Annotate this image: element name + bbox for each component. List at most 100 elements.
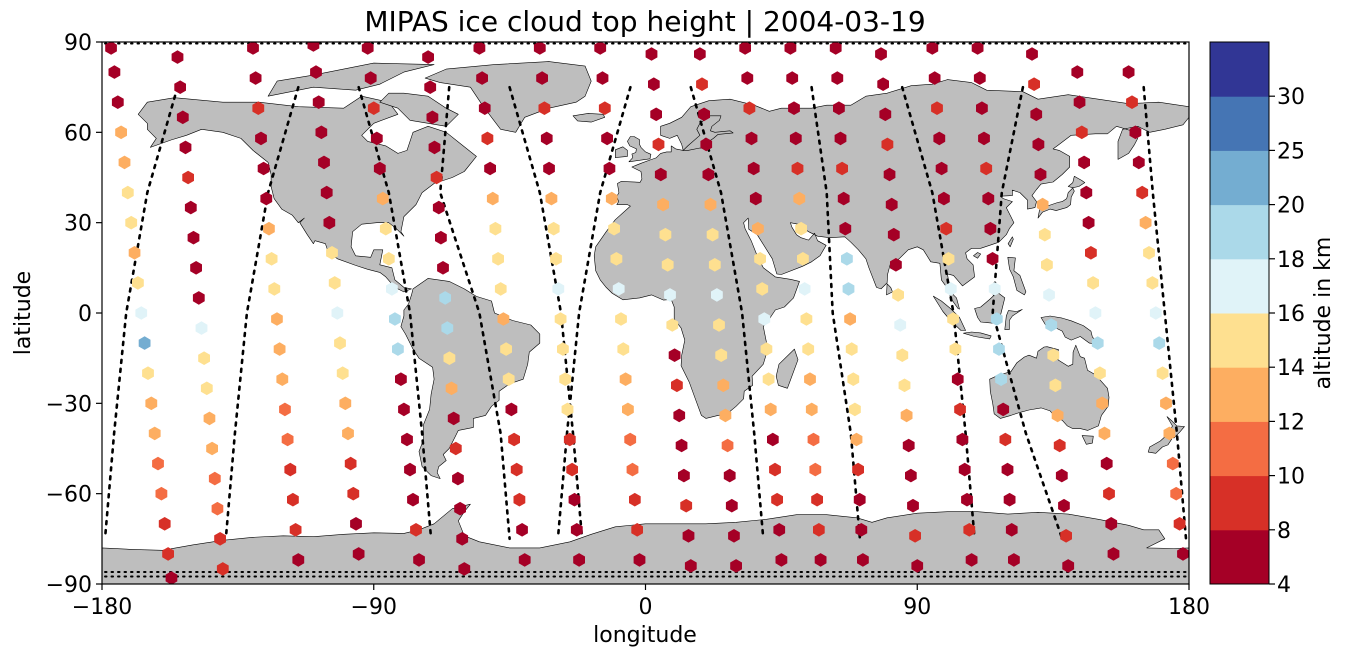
cloud-point (142, 366, 154, 380)
cloud-point (184, 200, 197, 215)
cloud-point (1036, 197, 1049, 212)
cloud-point (516, 523, 528, 537)
cloud-point (439, 291, 451, 305)
cloud-point (850, 432, 863, 447)
orbit-tracks (103, 42, 1188, 578)
cloud-point (624, 432, 637, 447)
cloud-point (926, 42, 939, 55)
cloud-point (654, 167, 667, 182)
cloud-point (875, 47, 887, 61)
java (963, 331, 992, 340)
cloud-point (176, 110, 189, 125)
cloud-point (836, 161, 848, 176)
cloud-point (395, 372, 407, 386)
cloud-point (1062, 559, 1075, 573)
cloud-point (203, 411, 216, 426)
cloud-point (842, 282, 855, 296)
cloud-point (268, 282, 281, 296)
cloud-point (263, 221, 275, 236)
cloud-point (1026, 47, 1038, 61)
cloud-point (971, 42, 984, 55)
chart-title: MIPAS ice cloud top height | 2004-03-19 (364, 5, 925, 38)
world-map (102, 42, 1189, 584)
cloud-point (559, 372, 572, 386)
cloud-point (730, 559, 742, 573)
cloud-point (1132, 155, 1145, 170)
cloud-point (376, 191, 389, 206)
cloud-point (961, 492, 973, 507)
orbit-track (357, 85, 433, 541)
cloud-point (645, 47, 658, 61)
cloud-point (1051, 408, 1064, 423)
cloud-point (857, 553, 869, 567)
cloud-point (1098, 426, 1111, 441)
cloud-point (561, 402, 574, 417)
x-tick-label: 180 (1168, 595, 1210, 620)
cloud-point (673, 408, 686, 423)
cloud-point (1163, 426, 1176, 441)
cloud-point (279, 402, 291, 417)
cloud-point (844, 312, 856, 326)
cloud-point (536, 71, 548, 85)
cloud-point (973, 71, 986, 85)
cloud-point (696, 77, 708, 91)
colorbar-segment (1210, 367, 1269, 422)
cloud-point (271, 312, 283, 326)
cloud-point (165, 571, 178, 584)
cloud-point (978, 131, 990, 146)
y-tick-label: −90 (46, 573, 92, 598)
x-tick-label: −90 (351, 595, 397, 620)
cloud-point (894, 318, 907, 332)
cloud-point (938, 191, 950, 206)
cloud-point (1049, 378, 1062, 393)
cloud-point (833, 101, 845, 115)
cloud-point (252, 101, 265, 115)
cloud-point (344, 456, 357, 471)
cloud-point (478, 101, 491, 115)
cloud-point (518, 553, 531, 567)
cloud-point (476, 71, 488, 85)
cloud-point (494, 282, 507, 296)
cloud-point (492, 252, 504, 266)
cloud-point (841, 252, 853, 266)
cloud-point (132, 276, 144, 290)
cloud-point (786, 71, 799, 85)
orbit-track (103, 85, 179, 541)
orbit-track (689, 85, 765, 541)
y-tick-label: 60 (64, 121, 92, 146)
y-axis-label: latitude (11, 271, 36, 355)
cloud-point (942, 252, 955, 266)
y-axis-ticks: −90 −60 −30 0 30 60 90 (46, 31, 102, 598)
cloud-point (370, 131, 383, 146)
cloud-point (105, 42, 117, 55)
cloud-point (1032, 137, 1045, 152)
cloud-point (682, 529, 695, 543)
cloud-point (1038, 227, 1051, 242)
cloud-point (965, 553, 978, 567)
cloud-point (454, 501, 466, 516)
colorbar: 4 8 10 12 14 16 18 20 25 30 (1209, 41, 1305, 598)
cloud-point (933, 131, 946, 146)
cloud-point (1173, 517, 1186, 531)
cloud-point (447, 411, 460, 426)
orbit-track (810, 85, 862, 541)
cloud-point (829, 42, 842, 55)
arctic-islands (267, 62, 435, 97)
cloud-point (671, 378, 683, 393)
cloud-point (739, 42, 751, 55)
cloud-point (410, 523, 422, 537)
cloud-point (907, 498, 919, 513)
cloud-point (557, 342, 569, 356)
cloud-point (629, 492, 641, 507)
cloud-point (721, 438, 734, 453)
cloud-point (807, 432, 820, 447)
cloud-point (954, 402, 966, 417)
cloud-point (198, 351, 210, 365)
colorbar-segment (1210, 96, 1269, 151)
cloud-point (318, 155, 330, 170)
japan (1037, 187, 1075, 219)
colorbar-tick-label: 25 (1277, 139, 1305, 164)
cloud-point (312, 95, 325, 109)
cloud-point (631, 523, 643, 537)
cloud-point (1060, 529, 1072, 543)
